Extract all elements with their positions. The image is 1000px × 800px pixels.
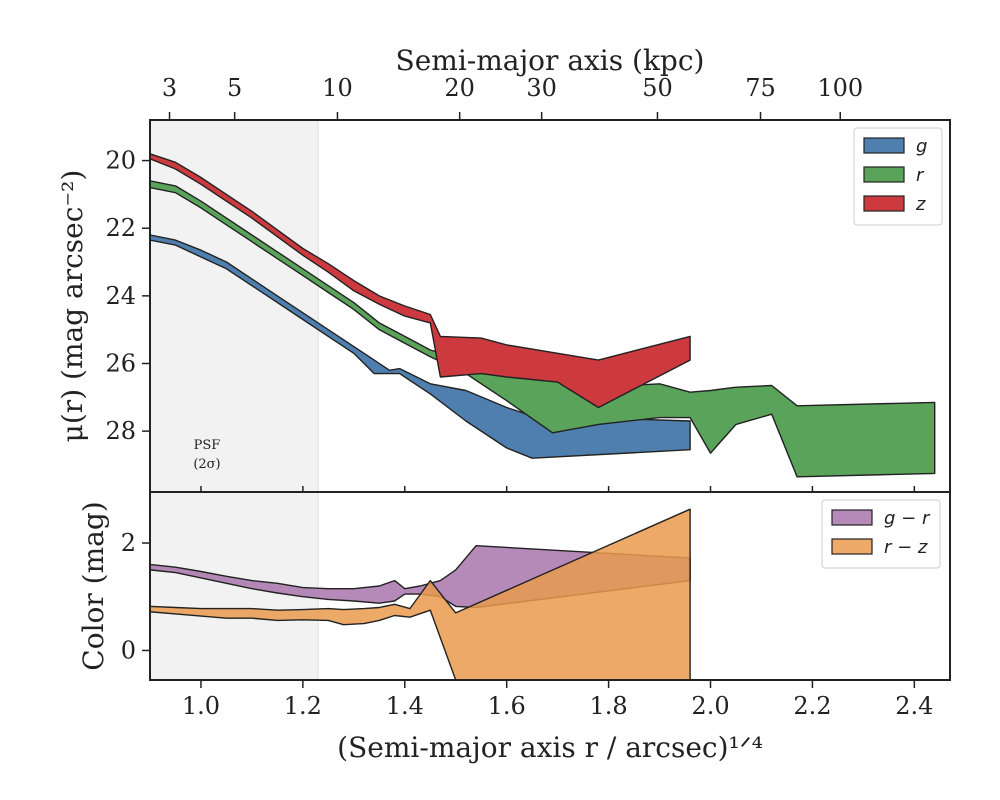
psf-label-line2: (2σ) [193, 457, 220, 472]
color-y-tick-label-1: 2 [121, 529, 136, 557]
color-legend: g − r r − z [821, 499, 941, 569]
color-x-tick-label-4: 1.8 [590, 692, 628, 720]
sb-legend-swatch-0 [863, 137, 905, 154]
color-x-tick-label-1: 1.2 [284, 692, 322, 720]
sb-series-band-2 [151, 153, 691, 409]
kpc-tick-label-5: 50 [642, 74, 673, 102]
sb-panel: PSF (2σ) 20 22 24 26 28 3 5 10 20 30 50 75 100 grz [105, 74, 951, 493]
kpc-top-ticks: 3 5 10 20 30 50 75 100 [162, 74, 863, 120]
color-legend-swatch-0 [831, 509, 873, 526]
psf-label-line1: PSF [194, 438, 221, 453]
top-x-axis-label: Semi-major axis (kpc) [396, 44, 705, 77]
sb-y-axis-label: μ(r) (mag arcsec⁻²) [56, 170, 89, 443]
bottom-x-axis-label: (Semi-major axis r / arcsec)¹ᐟ⁴ [337, 731, 763, 764]
sb-legend-label-2: z [915, 194, 926, 215]
color-x-tick-label-3: 1.6 [488, 692, 526, 720]
color-y-axis-label: Color (mag) [77, 501, 110, 670]
color-x-tick-label-7: 2.4 [895, 692, 933, 720]
color-axes-frame [149, 491, 951, 681]
color-x-tick-label-6: 2.2 [793, 692, 831, 720]
sb-y-tick-label-3: 26 [105, 349, 136, 377]
color-x-ticks: 1.0 1.2 1.4 1.6 1.8 2.0 2.2 2.4 [182, 680, 933, 720]
sb-legend-swatch-1 [863, 166, 905, 183]
sb-legend-label-0: g [916, 136, 927, 157]
color-x-tick-label-5: 2.0 [691, 692, 729, 720]
color-y-tick-label-0: 0 [121, 636, 136, 664]
sb-y-tick-label-4: 28 [105, 417, 136, 445]
kpc-tick-label-3: 20 [444, 74, 475, 102]
kpc-tick-label-2: 10 [322, 74, 353, 102]
sb-series-band-1 [151, 180, 936, 478]
color-legend-swatch-1 [831, 538, 873, 555]
kpc-tick-label-1: 5 [227, 74, 242, 102]
color-series-band-1 [151, 508, 691, 679]
kpc-tick-label-7: 100 [817, 74, 863, 102]
sb-y-tick-label-1: 22 [105, 214, 136, 242]
kpc-tick-label-4: 30 [526, 74, 557, 102]
color-series-group [151, 508, 691, 679]
color-y-ticks: 02 [121, 529, 150, 664]
sb-legend: grz [853, 127, 943, 226]
sb-series-group [151, 153, 936, 478]
sb-y-tick-label-0: 20 [105, 147, 136, 175]
color-legend-label-1: r − z [884, 537, 928, 558]
color-legend-label-0: g − r [884, 508, 931, 529]
sb-y-ticks: 20 22 24 26 28 [105, 147, 150, 445]
sb-y-tick-label-2: 24 [105, 282, 136, 310]
color-x-tick-label-2: 1.4 [386, 692, 424, 720]
kpc-tick-label-0: 3 [162, 74, 177, 102]
color-panel: 02 1.0 1.2 1.4 1.6 1.8 2.0 2.2 2.4 g − rr − z [121, 491, 951, 720]
sb-legend-swatch-2 [863, 195, 905, 212]
sb-legend-label-1: r [916, 165, 925, 186]
kpc-tick-label-6: 75 [745, 74, 776, 102]
sb-series-band-0 [151, 234, 691, 459]
color-x-tick-label-0: 1.0 [182, 692, 220, 720]
